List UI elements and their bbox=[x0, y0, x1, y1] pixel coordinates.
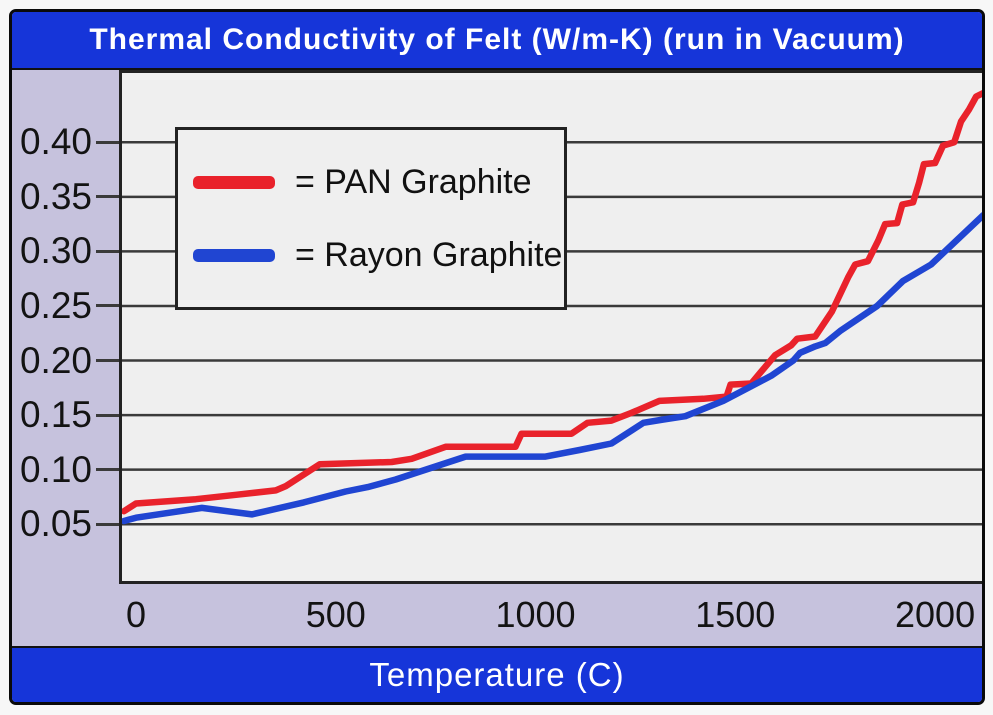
y-tick-label: 0.20 bbox=[19, 339, 92, 381]
x-tick-label: 2000 bbox=[895, 594, 976, 635]
y-tick-label: 0.05 bbox=[19, 503, 92, 545]
chart-title-bar: Thermal Conductivity of Felt (W/m-K) (ru… bbox=[12, 12, 982, 70]
x-axis-title: Temperature (C) bbox=[369, 656, 625, 693]
chart-card: Thermal Conductivity of Felt (W/m-K) (ru… bbox=[9, 9, 985, 705]
y-tick-label: 0.40 bbox=[19, 121, 92, 163]
y-tick-mark bbox=[96, 413, 119, 417]
x-tick-label: 1000 bbox=[495, 594, 576, 635]
chart-area: 0.05 0.10 0.15 0.20 0.25 0.30 0.35 0.40 0 500 100… bbox=[12, 70, 982, 646]
y-tick-mark bbox=[96, 304, 119, 308]
rayon-graphite-swatch bbox=[193, 248, 275, 262]
x-axis-title-bar: Temperature (C) bbox=[12, 646, 982, 702]
y-tick-mark bbox=[96, 359, 119, 363]
legend-row-pan: = PAN Graphite bbox=[178, 163, 564, 202]
y-tick-mark bbox=[96, 249, 119, 253]
chart-title: Thermal Conductivity of Felt (W/m-K) (ru… bbox=[89, 23, 905, 56]
y-tick-label: 0.10 bbox=[19, 448, 92, 490]
pan-graphite-line bbox=[122, 90, 982, 515]
legend: = PAN Graphite = Rayon Graphite bbox=[175, 127, 567, 310]
y-tick-mark bbox=[96, 195, 119, 199]
y-tick-mark bbox=[96, 140, 119, 144]
legend-row-rayon: = Rayon Graphite bbox=[178, 236, 564, 275]
pan-graphite-swatch bbox=[193, 175, 275, 189]
y-tick-label: 0.25 bbox=[19, 284, 92, 326]
y-tick-label: 0.35 bbox=[19, 175, 92, 217]
y-tick-mark bbox=[96, 522, 119, 526]
x-tick-label: 0 bbox=[125, 594, 146, 635]
rayon-graphite-label: = Rayon Graphite bbox=[295, 235, 563, 274]
y-tick-mark bbox=[96, 468, 119, 472]
y-tick-label: 0.30 bbox=[19, 230, 92, 272]
y-tick-label: 0.15 bbox=[19, 394, 92, 436]
x-tick-label: 500 bbox=[305, 594, 366, 635]
x-tick-label: 1500 bbox=[695, 594, 776, 635]
pan-graphite-label: = PAN Graphite bbox=[295, 162, 532, 201]
rayon-graphite-line bbox=[122, 212, 982, 525]
